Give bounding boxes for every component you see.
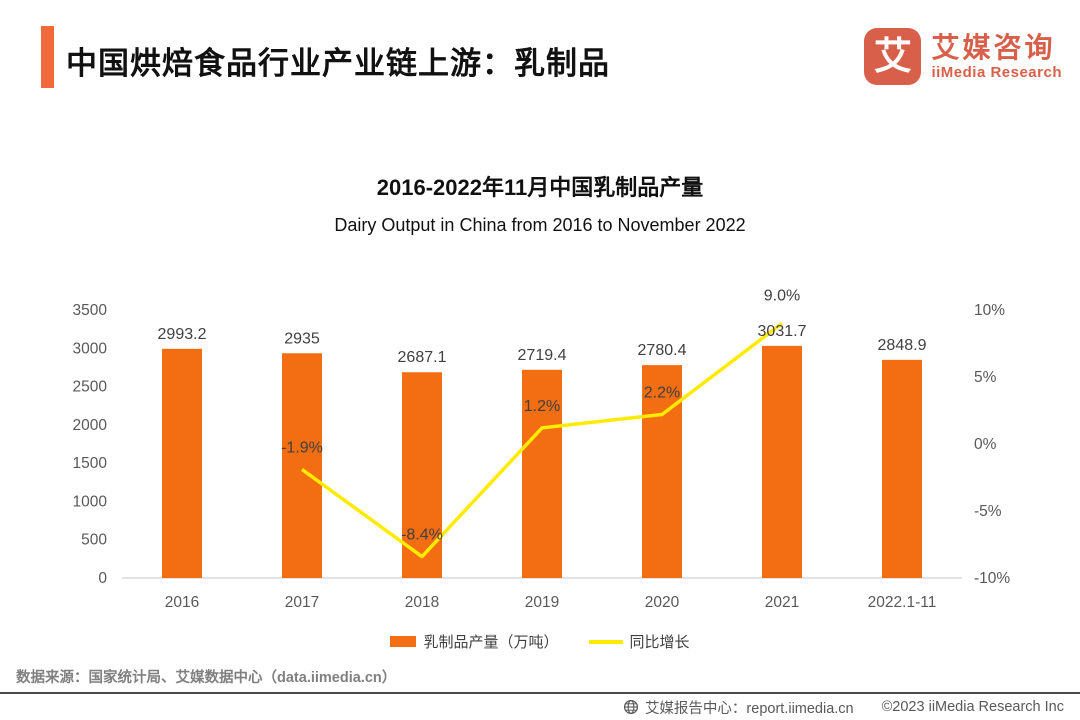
logo-name-cn: 艾媒咨询 [931, 31, 1056, 63]
chart-titles: 2016-2022年11月中国乳制品产量 Dairy Output in Chi… [0, 170, 1080, 236]
page-title: 中国烘焙食品行业产业链上游：乳制品 [66, 46, 610, 81]
bar-value-label: 2993.2 [158, 326, 207, 343]
left-axis-tick: 2000 [73, 417, 108, 434]
bar-2019 [522, 369, 562, 578]
growth-line [300, 322, 784, 559]
growth-value-label: -8.4% [401, 527, 443, 544]
bar-2022.1-11 [882, 359, 922, 578]
left-axis-tick: 2500 [73, 379, 108, 396]
axis-group: 0 500 1000 1500 2000 2500 3000 3500 -10% -5% 0% 5% 1… [73, 302, 1011, 611]
bars-group [162, 345, 922, 578]
chart-title: 2016-2022年11月中国乳制品产量 [376, 175, 704, 200]
bar-2021 [762, 345, 802, 578]
left-axis-tick: 0 [98, 570, 107, 587]
bar-value-label: 2719.4 [518, 347, 567, 364]
data-source-note: 数据来源：国家统计局、艾媒数据中心（data.iimedia.cn） [16, 670, 397, 686]
left-axis-tick: 1500 [73, 455, 108, 472]
bar-value-label: 2935 [284, 330, 320, 347]
chart-legend: 乳制品产量（万吨） 同比增长 [0, 631, 1080, 652]
bottom-bar: 艾媒报告中心：report.iimedia.cn ©2023 iiMedia R… [0, 694, 1080, 720]
right-axis-tick: 10% [974, 302, 1005, 319]
logo-name-en: iiMedia Research [931, 64, 1062, 82]
data-labels-group: 2993.2 2935 2687.1 2719.4 2780.4 3031.7 2848.9… [158, 287, 927, 543]
growth-value-label: -1.9% [281, 439, 323, 456]
legend-item-bar: 乳制品产量（万吨） [390, 631, 559, 652]
left-axis-tick: 3500 [73, 302, 108, 319]
growth-value-label: 9.0% [764, 287, 800, 304]
legend-line-swatch [588, 639, 623, 644]
iimedia-logo: 艾 艾媒咨询 iiMedia Research [864, 28, 1062, 85]
legend-bar-label: 乳制品产量（万吨） [423, 634, 559, 651]
growth-value-label: 2.2% [644, 385, 680, 402]
growth-value-label: 1.2% [524, 398, 560, 415]
right-axis-tick: 5% [974, 369, 997, 386]
x-axis-label: 2018 [405, 594, 439, 611]
globe-icon [623, 699, 638, 715]
bar-value-label: 2687.1 [398, 349, 447, 366]
right-axis-tick: 0% [974, 436, 997, 453]
report-center-text: 艾媒报告中心：report.iimedia.cn [644, 700, 854, 717]
left-axis-tick: 1000 [73, 493, 108, 510]
x-axis-label: 2022.1-11 [868, 594, 937, 611]
legend-line-label: 同比增长 [629, 634, 690, 651]
legend-bar-swatch [390, 636, 417, 647]
copyright-text: ©2023 iiMedia Research Inc [881, 699, 1064, 715]
footer-divider [0, 692, 1080, 694]
logo-text: 艾媒咨询 iiMedia Research [931, 32, 1062, 81]
right-axis-tick: -5% [974, 503, 1002, 520]
bar-value-label: 3031.7 [758, 323, 807, 340]
x-axis-label: 2021 [765, 594, 799, 611]
x-axis-label: 2016 [165, 594, 199, 611]
x-axis-label: 2017 [285, 594, 319, 611]
left-axis-tick: 3000 [73, 340, 108, 357]
bar-2020 [642, 365, 682, 578]
header: 中国烘焙食品行业产业链上游：乳制品 艾 艾媒咨询 iiMedia Researc… [0, 0, 1080, 110]
bar-value-label: 2848.9 [878, 337, 927, 354]
bar-value-label: 2780.4 [638, 342, 687, 359]
bar-2016 [162, 348, 202, 578]
legend-item-line: 同比增长 [588, 631, 690, 652]
chart-subtitle: Dairy Output in China from 2016 to Novem… [334, 215, 746, 235]
right-axis-tick: -10% [974, 570, 1010, 587]
header-accent-bar [41, 26, 54, 88]
iimedia-logo-icon: 艾 [864, 28, 922, 85]
bar-2017 [282, 353, 322, 578]
growth-line-group [300, 322, 784, 559]
x-axis-label: 2019 [525, 594, 559, 611]
x-axis-label: 2020 [645, 594, 680, 611]
left-axis-tick: 500 [81, 532, 107, 549]
